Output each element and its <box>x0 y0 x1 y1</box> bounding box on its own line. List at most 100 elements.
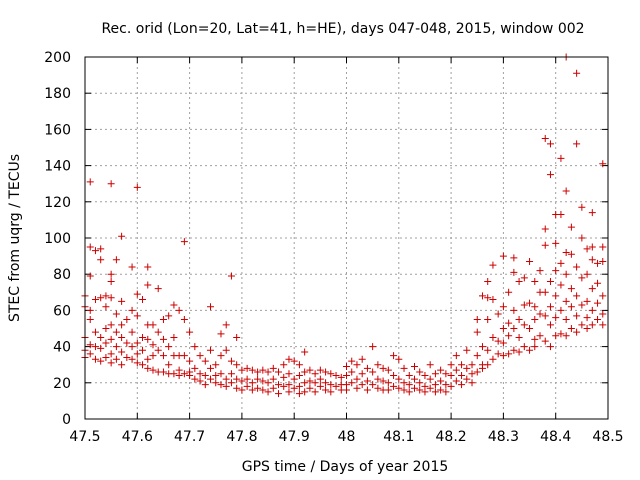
data-point <box>468 379 476 387</box>
data-point <box>348 357 356 365</box>
data-point <box>222 375 230 383</box>
data-point <box>133 290 141 298</box>
data-point <box>578 321 586 329</box>
data-point <box>343 363 350 371</box>
data-point <box>316 382 324 390</box>
data-point <box>259 386 267 394</box>
data-point <box>369 368 377 376</box>
y-tick-label: 160 <box>44 122 71 138</box>
data-point <box>337 373 345 381</box>
data-point <box>447 372 455 380</box>
data-point <box>499 303 507 311</box>
data-point <box>207 364 215 372</box>
data-point <box>526 299 534 307</box>
data-point <box>222 321 230 329</box>
data-point <box>463 375 471 383</box>
data-point <box>86 306 94 314</box>
data-point <box>207 375 215 383</box>
data-point <box>118 334 126 342</box>
data-point <box>452 377 460 385</box>
data-point <box>233 361 241 369</box>
data-point <box>207 346 215 354</box>
data-point <box>259 377 267 385</box>
data-point <box>353 361 361 369</box>
data-point <box>541 288 549 296</box>
data-point <box>531 315 539 323</box>
data-point <box>552 332 560 340</box>
data-point <box>133 312 141 320</box>
data-point <box>217 381 225 389</box>
data-point <box>573 312 581 320</box>
data-point <box>139 334 147 342</box>
data-point <box>426 375 434 383</box>
data-point <box>233 384 241 392</box>
data-point <box>97 294 105 302</box>
data-point <box>180 352 188 360</box>
data-point <box>222 346 230 354</box>
data-point <box>478 364 486 372</box>
data-point <box>306 384 314 392</box>
data-point <box>154 328 162 336</box>
data-point <box>285 370 293 378</box>
data-point <box>86 243 94 251</box>
data-point <box>144 263 152 271</box>
data-point <box>311 370 319 378</box>
data-point <box>499 325 507 332</box>
data-point <box>133 359 141 367</box>
data-point <box>154 346 162 354</box>
data-point <box>128 306 136 314</box>
data-point <box>159 335 167 343</box>
data-point <box>196 352 204 360</box>
data-point <box>557 259 565 267</box>
data-point <box>405 381 413 389</box>
data-point <box>149 366 157 374</box>
data-point <box>159 315 167 323</box>
data-point <box>588 285 596 293</box>
data-point <box>573 292 581 300</box>
y-tick-label: 120 <box>44 195 71 211</box>
data-point <box>489 261 497 269</box>
data-point <box>112 256 120 264</box>
data-point <box>437 377 445 385</box>
data-point <box>149 341 157 349</box>
data-point <box>191 375 199 383</box>
data-point <box>578 274 586 282</box>
data-point <box>541 337 549 345</box>
data-point <box>588 256 596 264</box>
data-point <box>264 388 272 396</box>
data-point <box>86 178 94 186</box>
data-point <box>280 373 288 381</box>
data-point <box>154 285 162 293</box>
data-point <box>207 303 215 311</box>
data-point <box>588 306 596 314</box>
data-point <box>358 355 366 363</box>
data-point <box>107 359 115 367</box>
data-point <box>170 370 178 378</box>
data-point <box>531 343 539 351</box>
data-point <box>510 346 518 354</box>
data-point <box>452 366 460 374</box>
data-point <box>144 335 152 343</box>
data-point <box>175 372 183 380</box>
data-point <box>447 361 455 369</box>
data-point <box>238 366 246 374</box>
data-point <box>557 281 565 289</box>
data-point <box>384 386 392 394</box>
x-tick-label: 47.7 <box>174 429 205 445</box>
data-point <box>405 372 413 380</box>
data-point <box>201 381 209 389</box>
data-point <box>107 350 115 358</box>
data-point <box>86 315 94 323</box>
data-point <box>358 381 366 389</box>
data-point <box>217 352 225 360</box>
data-point <box>410 375 418 383</box>
x-tick-label: 48.4 <box>540 429 571 445</box>
data-point <box>238 386 246 394</box>
data-point <box>541 241 549 249</box>
data-point <box>410 363 418 371</box>
data-point <box>526 325 534 332</box>
data-point <box>531 303 539 311</box>
data-point <box>269 384 277 392</box>
data-point <box>390 372 398 380</box>
